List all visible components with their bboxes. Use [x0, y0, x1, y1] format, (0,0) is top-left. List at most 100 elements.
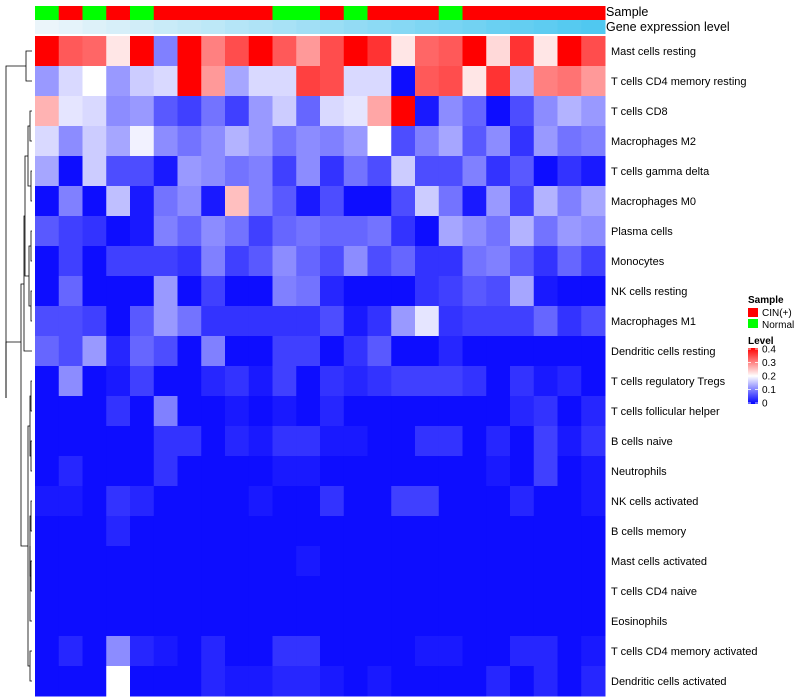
heatmap-cell [343, 156, 368, 187]
heatmap-cell [106, 486, 131, 517]
heatmap-cell [201, 246, 226, 277]
heatmap-cell [177, 336, 202, 367]
heatmap-cell [248, 396, 273, 427]
row-label: T cells CD4 memory activated [611, 646, 758, 658]
expression-annotation-cell [415, 20, 440, 34]
heatmap-cell [581, 216, 606, 247]
heatmap-cell [225, 426, 250, 457]
heatmap-cell [58, 186, 83, 217]
heatmap-cell [391, 576, 416, 607]
heatmap-cell [581, 246, 606, 277]
heatmap-cell [272, 126, 297, 157]
heatmap-cell [581, 276, 606, 307]
expression-annotation-cell [248, 20, 273, 34]
heatmap-cell [510, 246, 535, 277]
heatmap-cell [510, 666, 535, 697]
row-label: NK cells activated [611, 496, 698, 508]
heatmap-cell [272, 336, 297, 367]
heatmap-cell [557, 66, 582, 97]
heatmap-cell [225, 456, 250, 487]
heatmap-cell [82, 636, 107, 667]
expression-annotation-cell [510, 20, 535, 34]
heatmap-cell [533, 96, 558, 127]
heatmap-cell [391, 156, 416, 187]
heatmap-cell [557, 186, 582, 217]
sample-annotation-cell [415, 6, 440, 20]
heatmap-cell [225, 156, 250, 187]
heatmap-cell [35, 666, 60, 697]
heatmap-cell [391, 306, 416, 337]
sample-annotation-cell [248, 6, 273, 20]
heatmap-cell [557, 426, 582, 457]
heatmap-cell [415, 606, 440, 637]
heatmap-cell [153, 546, 178, 577]
heatmap-cell [296, 666, 321, 697]
heatmap-cell [201, 396, 226, 427]
heatmap-cell [438, 336, 463, 367]
heatmap-cell [201, 666, 226, 697]
sample-annotation-cell [58, 6, 83, 20]
heatmap-cell [367, 336, 392, 367]
heatmap-cell [272, 486, 297, 517]
heatmap-cell [343, 216, 368, 247]
heatmap-cell [82, 66, 107, 97]
heatmap-cell [201, 606, 226, 637]
heatmap-cell [82, 306, 107, 337]
heatmap-cell [581, 306, 606, 337]
heatmap-cell [320, 606, 345, 637]
heatmap-cell [58, 666, 83, 697]
heatmap-cell [58, 456, 83, 487]
heatmap-cell [486, 426, 511, 457]
heatmap-cell [272, 156, 297, 187]
heatmap-cell [153, 246, 178, 277]
heatmap-cell [296, 276, 321, 307]
heatmap-cell [320, 306, 345, 337]
heatmap-cell [391, 636, 416, 667]
heatmap-cell [106, 456, 131, 487]
heatmap-cell [438, 636, 463, 667]
heatmap-cell [58, 246, 83, 277]
heatmap-cell [581, 336, 606, 367]
heatmap-cell [248, 306, 273, 337]
sample-annotation-cell [296, 6, 321, 20]
heatmap-cell [296, 576, 321, 607]
sample-annotation-cell [320, 6, 345, 20]
heatmap-cell [201, 156, 226, 187]
heatmap-cell [343, 126, 368, 157]
heatmap-cell [248, 546, 273, 577]
heatmap-cell [343, 306, 368, 337]
row-dendrogram [5, 50, 32, 682]
expression-annotation-cell [557, 20, 582, 34]
expression-annotation-title: Gene expression level [606, 20, 730, 34]
heatmap-cell [486, 66, 511, 97]
heatmap-cell [486, 516, 511, 547]
heatmap-cell [177, 636, 202, 667]
heatmap-cell [177, 306, 202, 337]
heatmap-cell [248, 426, 273, 457]
heatmap-cell [343, 426, 368, 457]
heatmap-cell [415, 546, 440, 577]
row-label: Neutrophils [611, 466, 667, 478]
row-labels: Mast cells resting T cells CD4 memory res… [611, 46, 758, 688]
heatmap-cell [343, 576, 368, 607]
heatmap-cell [177, 366, 202, 397]
heatmap-cell [438, 156, 463, 187]
legend-level-tick-label: 0.2 [762, 372, 776, 383]
sample-annotation-cell [391, 6, 416, 20]
heatmap-cell [367, 156, 392, 187]
heatmap-cell [486, 276, 511, 307]
heatmap-cell [272, 366, 297, 397]
heatmap-cell [35, 606, 60, 637]
heatmap-cell [225, 486, 250, 517]
heatmap-cell [438, 456, 463, 487]
heatmap-cell [415, 336, 440, 367]
heatmap-cell [58, 66, 83, 97]
heatmap-cell [343, 186, 368, 217]
heatmap-cell [533, 546, 558, 577]
heatmap-cell [367, 426, 392, 457]
heatmap-cell [153, 36, 178, 67]
heatmap-cell [367, 516, 392, 547]
heatmap-cell [248, 336, 273, 367]
heatmap-cell [35, 336, 60, 367]
heatmap-cell [415, 36, 440, 67]
